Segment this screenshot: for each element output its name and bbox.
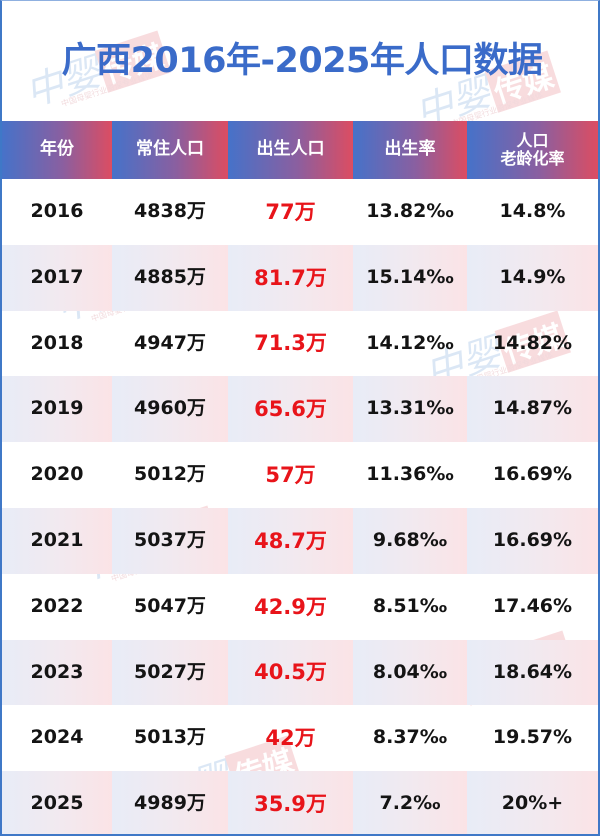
- header-aging-rate-line1: 人口: [516, 130, 549, 150]
- birth-rate-cell: 14.12‰: [366, 331, 454, 354]
- table-row: 2022 5047万 42.9万 8.51‰ 17.46%: [2, 574, 598, 640]
- births-cell: 71.3万: [254, 331, 327, 356]
- page-title: 广西2016年-2025年人口数据: [61, 41, 543, 81]
- birth-rate-cell: 8.04‰: [353, 639, 467, 706]
- birth-rate-cell: 13.82‰: [366, 199, 454, 222]
- aging-rate-cell: 18.64%: [467, 639, 598, 706]
- table-row: 2019 4960万 65.6万 13.31‰ 14.87%: [2, 376, 598, 443]
- year-cell: 2019: [2, 376, 112, 443]
- table-row: 2020 5012万 57万 11.36‰ 16.69%: [2, 442, 598, 508]
- births-cell: 65.6万: [228, 376, 353, 443]
- population-table: 年份 常住人口 出生人口 出生率 人口 老龄化率 2016 4838万 77万 …: [2, 121, 598, 834]
- header-aging-rate-line2: 老龄化率: [500, 149, 565, 168]
- birth-rate-cell: 11.36‰: [366, 463, 454, 486]
- header-aging-rate: 人口 老龄化率: [467, 121, 598, 179]
- resident-cell: 4960万: [112, 376, 228, 443]
- aging-rate-cell: 14.8%: [499, 199, 566, 222]
- table-header-row: 年份 常住人口 出生人口 出生率 人口 老龄化率: [2, 121, 598, 179]
- resident-cell: 5027万: [112, 639, 228, 706]
- resident-cell: 4947万: [134, 331, 206, 354]
- births-cell: 42万: [265, 726, 316, 751]
- table-row: 2021 5037万 48.7万 9.68‰ 16.69%: [2, 507, 598, 574]
- table-row: 2025 4989万 35.9万 7.2‰ 20%+: [2, 771, 598, 834]
- birth-rate-cell: 9.68‰: [353, 507, 467, 574]
- resident-cell: 5047万: [134, 594, 206, 617]
- aging-rate-cell: 14.9%: [467, 244, 598, 311]
- birth-rate-cell: 8.37‰: [372, 726, 448, 749]
- birth-rate-cell: 8.51‰: [372, 594, 448, 617]
- table-row: 2017 4885万 81.7万 15.14‰ 14.9%: [2, 244, 598, 311]
- header-resident-population: 常住人口: [112, 121, 228, 179]
- header-year: 年份: [2, 121, 112, 179]
- resident-cell: 4989万: [112, 771, 228, 834]
- year-cell: 2018: [30, 331, 84, 354]
- year-cell: 2020: [30, 463, 84, 486]
- aging-rate-cell: 16.69%: [467, 507, 598, 574]
- year-cell: 2016: [30, 199, 84, 222]
- aging-rate-cell: 17.46%: [492, 594, 573, 617]
- year-cell: 2021: [2, 507, 112, 574]
- aging-rate-cell: 19.57%: [492, 726, 573, 749]
- table-row: 2016 4838万 77万 13.82‰ 14.8%: [2, 179, 598, 245]
- year-cell: 2024: [30, 726, 84, 749]
- birth-rate-cell: 13.31‰: [353, 376, 467, 443]
- resident-cell: 4838万: [134, 199, 206, 222]
- birth-rate-cell: 15.14‰: [353, 244, 467, 311]
- aging-rate-cell: 14.87%: [467, 376, 598, 443]
- aging-rate-cell: 14.82%: [492, 331, 573, 354]
- header-birth-rate: 出生率: [353, 121, 467, 179]
- resident-cell: 5013万: [134, 726, 206, 749]
- year-cell: 2022: [30, 594, 84, 617]
- table-row: 2018 4947万 71.3万 14.12‰ 14.82%: [2, 311, 598, 377]
- header-births: 出生人口: [228, 121, 353, 179]
- aging-rate-cell: 20%+: [467, 771, 598, 834]
- aging-rate-cell: 16.69%: [492, 463, 573, 486]
- births-cell: 77万: [265, 199, 316, 224]
- year-cell: 2017: [2, 244, 112, 311]
- table-row: 2024 5013万 42万 8.37‰ 19.57%: [2, 705, 598, 771]
- birth-rate-cell: 7.2‰: [353, 771, 467, 834]
- year-cell: 2025: [2, 771, 112, 834]
- table-row: 2023 5027万 40.5万 8.04‰ 18.64%: [2, 639, 598, 706]
- births-cell: 35.9万: [228, 771, 353, 834]
- births-cell: 48.7万: [228, 507, 353, 574]
- births-cell: 42.9万: [254, 594, 327, 619]
- births-cell: 40.5万: [228, 639, 353, 706]
- resident-cell: 5012万: [134, 463, 206, 486]
- resident-cell: 5037万: [112, 507, 228, 574]
- births-cell: 81.7万: [228, 244, 353, 311]
- year-cell: 2023: [2, 639, 112, 706]
- resident-cell: 4885万: [112, 244, 228, 311]
- births-cell: 57万: [265, 463, 316, 488]
